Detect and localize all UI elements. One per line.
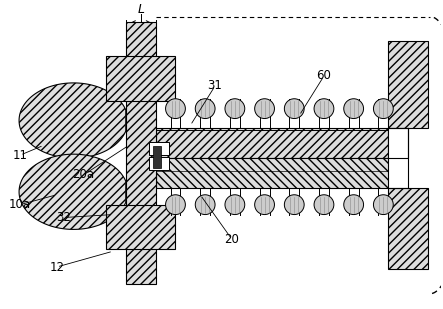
Bar [149,142,168,155]
Circle shape [255,99,275,119]
Polygon shape [106,56,175,101]
Circle shape [344,99,364,119]
Text: L: L [137,3,144,16]
Polygon shape [19,154,126,229]
Circle shape [373,195,393,214]
Polygon shape [155,129,389,158]
Text: 20a: 20a [72,168,94,181]
Circle shape [225,195,245,214]
Polygon shape [155,158,389,188]
Circle shape [314,99,334,119]
Polygon shape [106,205,175,249]
Circle shape [284,195,304,214]
Text: 32: 32 [56,211,71,224]
Polygon shape [389,188,428,269]
Text: 20: 20 [225,233,239,246]
Text: 12: 12 [49,260,64,273]
Bar [149,157,168,170]
Bar [153,146,161,168]
Circle shape [225,99,245,119]
Polygon shape [19,83,126,158]
Polygon shape [126,22,155,284]
Circle shape [284,99,304,119]
Text: 10a: 10a [9,198,31,211]
Circle shape [195,99,215,119]
Text: 31: 31 [208,79,222,92]
Text: 60: 60 [316,70,331,83]
Circle shape [166,195,185,214]
Circle shape [373,99,393,119]
Circle shape [344,195,364,214]
Text: 11: 11 [12,149,27,162]
Circle shape [166,99,185,119]
Circle shape [314,195,334,214]
Circle shape [195,195,215,214]
Bar [389,129,408,158]
Polygon shape [389,41,428,129]
Circle shape [255,195,275,214]
